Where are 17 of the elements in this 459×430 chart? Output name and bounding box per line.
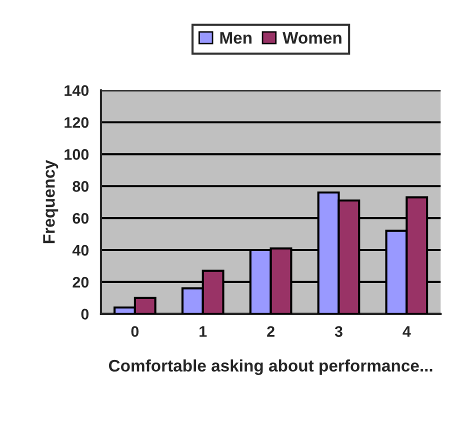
- y-tick-label: 140: [64, 85, 89, 96]
- x-tick-label: 4: [402, 326, 411, 337]
- y-tick-label: 20: [72, 276, 89, 288]
- x-tick-label: 2: [267, 326, 274, 337]
- x-tick-label: 0: [131, 326, 139, 337]
- legend-label: Women: [282, 32, 342, 44]
- y-axis-title: Frequency: [43, 160, 58, 244]
- y-tick-label: 40: [72, 244, 89, 256]
- y-tick-label: 60: [72, 212, 89, 224]
- legend-label: Men: [220, 32, 252, 44]
- x-tick-label: 1: [200, 326, 207, 337]
- x-tick-label: 3: [334, 326, 342, 337]
- y-tick-label: 100: [64, 149, 89, 160]
- y-tick-label: 0: [81, 308, 89, 320]
- y-tick-label: 120: [64, 117, 89, 128]
- x-axis-title: Comfortable asking about performance...: [108, 359, 432, 375]
- y-tick-label: 80: [72, 180, 89, 192]
